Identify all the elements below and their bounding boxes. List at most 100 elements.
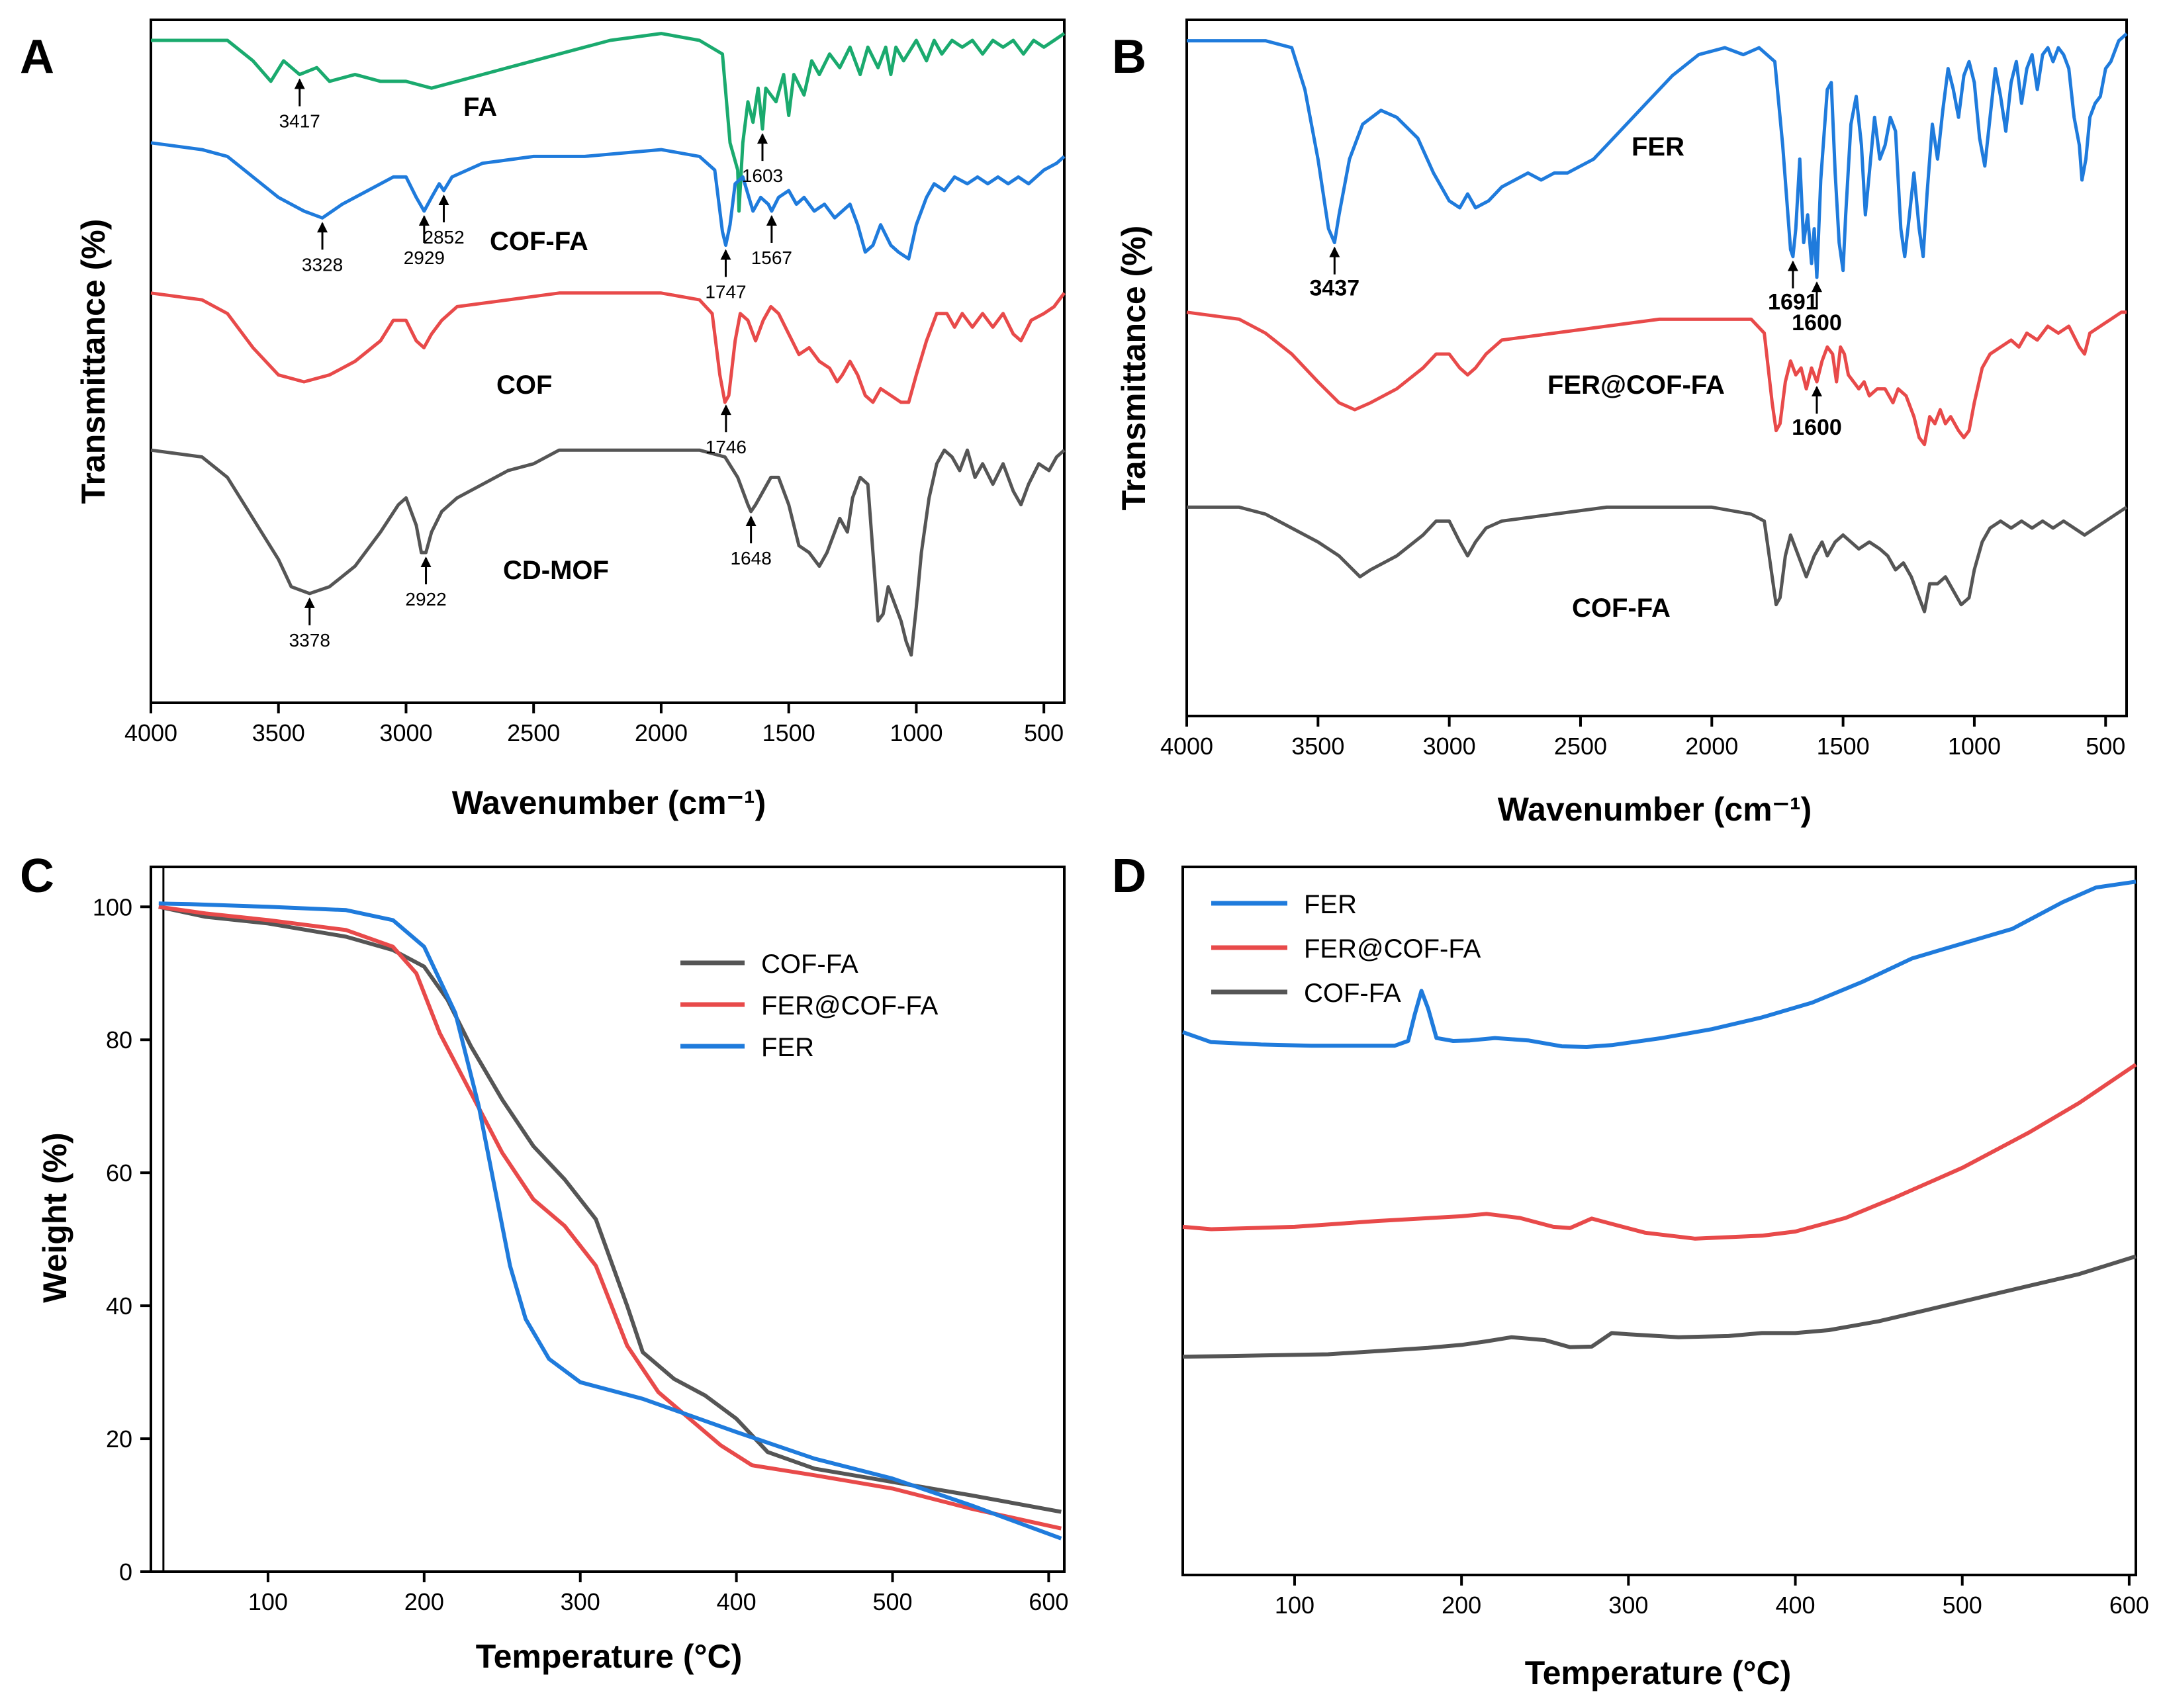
a-peak-arrowhead-cof-1746 bbox=[720, 404, 731, 416]
d-xtick-label-2: 300 bbox=[1608, 1592, 1648, 1619]
y-axis-label-a: Transmittance (%) bbox=[75, 219, 112, 504]
c-xtick-label-5: 600 bbox=[1029, 1588, 1068, 1615]
y-axis-label-b: Transmittance (%) bbox=[1115, 226, 1152, 511]
legend-label-fer: FER bbox=[761, 1033, 814, 1062]
legend-label-fer-cof-fa: FER@COF-FA bbox=[761, 991, 939, 1020]
panel-c: 100 200 300 400 500 600 0 20 40 60 80 100 COF-FA FE… bbox=[36, 866, 1069, 1675]
series-label-cof: COF bbox=[496, 371, 552, 400]
plot-frame-a bbox=[150, 19, 1066, 704]
series-lines-d bbox=[1182, 879, 2137, 1359]
x-ticks-d: 100 200 300 400 500 600 bbox=[1275, 1575, 2149, 1619]
b-line-cof-fa bbox=[1187, 505, 2128, 613]
c-ytick-label-4: 80 bbox=[106, 1026, 132, 1054]
a-xtick-label-2: 3000 bbox=[379, 719, 432, 746]
c-ytick-label-1: 20 bbox=[106, 1425, 132, 1453]
c-ytick-label-5: 100 bbox=[93, 893, 132, 921]
panel-label-b: B bbox=[1112, 30, 1146, 83]
a-peak-arrowhead-fa-3417 bbox=[294, 78, 305, 89]
a-peak-arrowhead-fa-1603 bbox=[757, 133, 768, 144]
d-xtick-label-3: 400 bbox=[1775, 1592, 1815, 1619]
legend-label-cof-fa: COF-FA bbox=[761, 950, 858, 979]
a-xtick-label-5: 1500 bbox=[762, 719, 815, 746]
d-xtick-label-1: 200 bbox=[1442, 1592, 1481, 1619]
d-line-fer-cof-fa bbox=[1182, 1063, 2137, 1241]
d-xtick-label-4: 500 bbox=[1943, 1592, 1982, 1619]
b-xtick-label-0: 4000 bbox=[1160, 733, 1213, 760]
plot-frame-b bbox=[1185, 19, 2128, 717]
a-peak-label-cd-mof-3378: 3378 bbox=[289, 630, 330, 651]
a-peak-label-cof-fa-3328: 3328 bbox=[302, 254, 343, 275]
a-xtick-label-3: 2500 bbox=[507, 719, 560, 746]
a-peak-label-cof-fa-1747: 1747 bbox=[705, 282, 746, 302]
a-xtick-label-1: 3500 bbox=[252, 719, 305, 746]
b-xtick-label-6: 1000 bbox=[1948, 733, 2001, 760]
panel-b: 4000 3500 3000 2500 2000 1500 1000 500 3437 1691… bbox=[1115, 19, 2128, 828]
d-line-cof-fa bbox=[1182, 1254, 2137, 1359]
series-label-cd-mof: CD-MOF bbox=[503, 556, 609, 585]
b-peak-label-fer-3437: 3437 bbox=[1309, 276, 1359, 301]
plot-frame-d bbox=[1181, 866, 2137, 1576]
legend-label-fer-cof-fa-d: FER@COF-FA bbox=[1304, 934, 1481, 964]
c-xtick-label-0: 100 bbox=[248, 1588, 288, 1615]
a-peak-arrowhead-cd-mof-3378 bbox=[304, 597, 315, 608]
b-peak-arrowhead-fer-cof-fa-1600 bbox=[1811, 386, 1822, 397]
a-peak-arrowhead-cof-fa-1747 bbox=[720, 249, 731, 260]
b-xtick-label-5: 1500 bbox=[1817, 733, 1870, 760]
c-ytick-label-3: 60 bbox=[106, 1159, 132, 1187]
b-peak-arrowhead-fer-3437 bbox=[1329, 246, 1340, 257]
a-line-cof-fa bbox=[150, 141, 1066, 261]
a-peak-arrowhead-cd-mof-1648 bbox=[745, 516, 757, 527]
a-peak-label-cd-mof-2922: 2922 bbox=[405, 589, 446, 609]
c-ytick-label-2: 40 bbox=[106, 1292, 132, 1320]
series-lines-a bbox=[150, 32, 1066, 657]
a-peak-arrowhead-cof-fa-2852 bbox=[438, 195, 449, 205]
a-peak-arrowhead-cd-mof-2922 bbox=[420, 556, 432, 567]
legend-label-fer-d: FER bbox=[1304, 890, 1357, 919]
a-xtick-label-7: 500 bbox=[1024, 719, 1064, 746]
a-xtick-label-0: 4000 bbox=[124, 719, 177, 746]
a-peak-arrowhead-cof-fa-3328 bbox=[317, 222, 328, 233]
a-peak-label-cof-fa-2852: 2852 bbox=[423, 227, 464, 247]
x-axis-label-c: Temperature (°C) bbox=[476, 1638, 742, 1675]
b-line-fer-cof-fa bbox=[1186, 310, 2127, 447]
c-xtick-label-1: 200 bbox=[404, 1588, 444, 1615]
c-ytick-label-0: 0 bbox=[119, 1558, 132, 1586]
b-peak-label-fer-1600: 1600 bbox=[1792, 310, 1842, 336]
c-line-fer bbox=[158, 901, 1062, 1541]
a-peak-label-cof-1746: 1746 bbox=[706, 437, 747, 457]
b-xtick-label-4: 2000 bbox=[1685, 733, 1738, 760]
a-xtick-label-4: 2000 bbox=[635, 719, 688, 746]
b-line-fer bbox=[1187, 32, 2128, 279]
panel-d: 100 200 300 400 500 600 FER FER@COF-FA COF-FA… bbox=[1181, 866, 2149, 1691]
d-xtick-label-0: 100 bbox=[1275, 1592, 1314, 1619]
a-xtick-label-6: 1000 bbox=[890, 719, 943, 746]
b-xtick-label-7: 500 bbox=[2086, 733, 2125, 760]
a-peak-label-fa-1603: 1603 bbox=[742, 165, 783, 186]
y-axis-label-c: Weight (%) bbox=[36, 1132, 73, 1302]
legend-label-cof-fa-d: COF-FA bbox=[1304, 979, 1401, 1008]
c-xtick-label-3: 400 bbox=[717, 1588, 757, 1615]
b-peak-label-fer-1691: 1691 bbox=[1768, 290, 1818, 315]
b-peak-label-fer-cof-fa-1600: 1600 bbox=[1792, 415, 1842, 440]
plot-frame-c bbox=[150, 866, 1066, 1573]
a-line-cd-mof bbox=[150, 448, 1066, 657]
a-line-fa bbox=[151, 32, 1066, 213]
b-xtick-label-3: 2500 bbox=[1554, 733, 1607, 760]
x-axis-label-d: Temperature (°C) bbox=[1525, 1654, 1791, 1691]
panel-label-c: C bbox=[20, 850, 54, 903]
axis-ticks-c: 100 200 300 400 500 600 0 20 40 60 80 100 bbox=[93, 893, 1069, 1615]
c-xtick-label-4: 500 bbox=[872, 1588, 912, 1615]
series-label-fer: FER bbox=[1632, 132, 1684, 161]
x-axis-label-b: Wavenumber (cm⁻¹) bbox=[1498, 791, 1812, 828]
x-ticks-b: 4000 3500 3000 2500 2000 1500 1000 500 bbox=[1160, 716, 2125, 760]
series-label-cof-fa-b: COF-FA bbox=[1572, 594, 1671, 623]
panel-label-a: A bbox=[20, 30, 54, 83]
x-ticks-a: 4000 3500 3000 2500 2000 1500 1000 500 bbox=[124, 703, 1064, 746]
series-label-cof-fa: COF-FA bbox=[490, 227, 588, 256]
a-peak-arrowhead-cof-fa-1567 bbox=[766, 214, 777, 226]
a-peak-arrowhead-cof-fa-2929 bbox=[418, 214, 430, 226]
b-peak-arrowhead-fer-1691 bbox=[1787, 260, 1798, 271]
b-xtick-label-1: 3500 bbox=[1291, 733, 1344, 760]
